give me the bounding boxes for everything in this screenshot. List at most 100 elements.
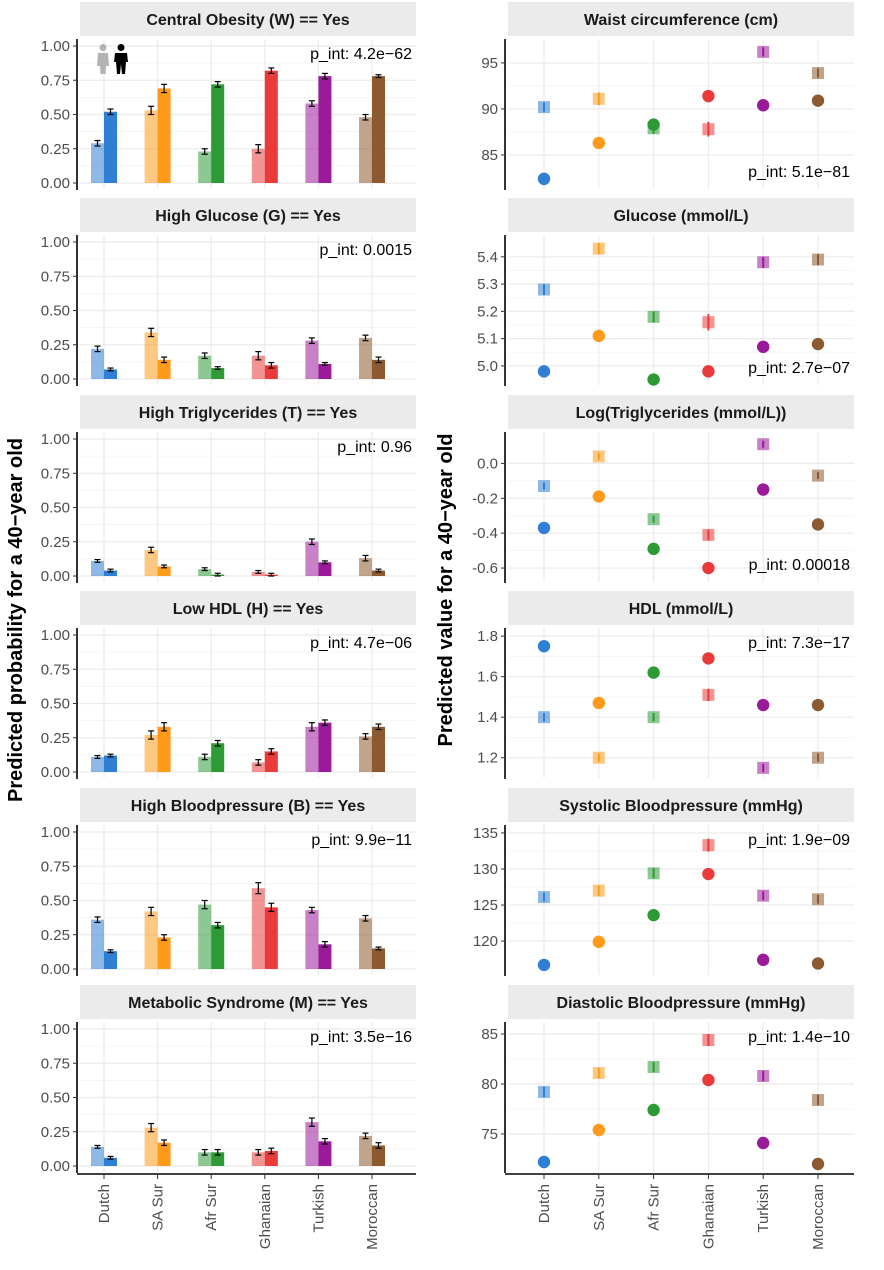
point-male-ghanaian [702, 652, 715, 665]
panel-title: Low HDL (H) == Yes [173, 601, 324, 618]
y-tick-label: 85 [481, 1026, 498, 1043]
panel-scatter-5: Diastolic Bloodpressure (mmHg) 75 80 85 p_in… [481, 985, 854, 1173]
bar-female-moroccan [359, 918, 372, 969]
point-female-sa-sur [592, 884, 605, 897]
point-female-ghanaian [702, 123, 715, 136]
y-tick-label: 0.00 [41, 764, 70, 781]
bar-female-moroccan [359, 558, 372, 576]
bar-male-turkish [318, 76, 332, 183]
y-tick-label: 0.25 [41, 534, 70, 551]
x-tick-label: Dutch [96, 1184, 113, 1223]
point-female-turkish [757, 45, 770, 58]
error-bar [255, 351, 262, 361]
error-bar [94, 558, 101, 563]
p-int-annotation: p_int: 4.2e−62 [310, 46, 412, 63]
point-male-moroccan [811, 1157, 825, 1171]
panel-title: High Bloodpressure (B) == Yes [131, 798, 366, 815]
error-bar [308, 722, 315, 732]
panel-title: HDL (mmol/L) [629, 601, 734, 618]
point-female-afr-sur [647, 513, 660, 526]
x-tick-label: Turkish [310, 1184, 327, 1233]
bar-male-afr-sur [211, 743, 225, 772]
bar-female-sa-sur [144, 110, 158, 183]
bar-female-turkish [305, 726, 319, 772]
error-bar [94, 139, 101, 147]
error-bar [201, 1148, 208, 1156]
y-tick-label: 5.0 [477, 358, 498, 375]
bar-male-afr-sur [211, 84, 225, 183]
y-tick-label: 0.75 [41, 268, 70, 285]
y-tick-label: 5.3 [477, 276, 498, 293]
point-female-ghanaian [702, 839, 715, 852]
point-female-moroccan [812, 751, 824, 764]
point-male-ghanaian [702, 89, 715, 103]
bar-female-dutch [91, 756, 104, 772]
bar-female-dutch [91, 348, 104, 379]
error-bar [201, 148, 208, 155]
error-bar [94, 345, 101, 353]
y-tick-label: 125 [473, 897, 498, 914]
error-bar [161, 83, 168, 94]
gridlines [508, 628, 854, 778]
error-bar [255, 569, 262, 574]
panel-scatter-3: HDL (mmol/L) 1.2 1.4 1.6 1.8 p_int: 7.3e−17 [477, 591, 854, 779]
point-male-moroccan [811, 698, 825, 712]
error-bar [94, 916, 101, 924]
point-male-sa-sur [592, 329, 605, 343]
point-female-turkish [757, 761, 770, 774]
point-female-turkish [757, 1070, 770, 1082]
panel-scatter-4: Systolic Bloodpressure (mmHg) 120 125 130 13… [473, 788, 854, 976]
error-bar [214, 81, 221, 88]
bar-female-sa-sur [144, 735, 158, 772]
bar-female-ghanaian [251, 571, 265, 576]
p-int-annotation: p_int: 5.1e−81 [748, 164, 850, 181]
y-tick-label: 130 [473, 861, 498, 878]
error-bar [161, 722, 168, 732]
error-bar [375, 568, 382, 573]
x-axis-left: Dutch SA Sur Afr Sur Ghanaian Turkish Morocca… [77, 1173, 416, 1250]
bar-male-dutch [104, 369, 117, 379]
point-male-ghanaian [702, 561, 715, 575]
point-female-ghanaian [702, 316, 715, 329]
x-tick-label: SA Sur [591, 1184, 608, 1231]
panel-strip [508, 985, 854, 1019]
bar-male-sa-sur [157, 88, 171, 183]
error-bar [308, 906, 315, 914]
sex-legend [97, 44, 128, 74]
point-female-turkish [757, 438, 770, 451]
panel-strip [80, 591, 416, 625]
error-bar [107, 1155, 114, 1160]
bar-male-sa-sur [157, 726, 171, 772]
y-tick-label: 1.6 [477, 669, 498, 686]
error-bar [161, 564, 168, 569]
bar-female-dutch [91, 919, 104, 969]
x-tick-label: Moroccan [364, 1184, 381, 1250]
x-tick-label: Turkish [755, 1184, 772, 1233]
error-bar [161, 356, 168, 364]
error-bar [375, 1142, 382, 1149]
bar-female-moroccan [359, 117, 372, 183]
bar-female-ghanaian [251, 888, 265, 969]
error-bar [308, 1117, 315, 1127]
panel-strip [508, 395, 854, 429]
point-male-dutch [537, 172, 551, 186]
panel-bar-1: High Glucose (G) == Yes 0.00 0.25 0.50 0.75 1… [41, 198, 416, 388]
error-bar [255, 759, 262, 766]
error-bar [148, 906, 155, 917]
p-int-annotation: p_int: 9.9e−11 [311, 832, 412, 849]
point-male-dutch [537, 365, 551, 378]
p-int-annotation: p_int: 7.3e−17 [748, 635, 850, 652]
y-tick-label: 5.2 [477, 303, 498, 320]
y-tick-label: 0.0 [477, 455, 498, 472]
panel-title: Metabolic Syndrome (M) == Yes [128, 995, 368, 1012]
panel-strip [80, 985, 416, 1019]
bar-male-moroccan [372, 726, 385, 772]
p-int-annotation: p_int: 0.00018 [749, 557, 851, 574]
bar-male-afr-sur [211, 368, 225, 379]
y-tick-label: 95 [481, 55, 498, 72]
bar-female-sa-sur [144, 1127, 158, 1166]
point-male-dutch [537, 521, 551, 535]
gridlines [508, 432, 854, 582]
y-axis-title-left: Predicted probability for a 40−year old [5, 438, 27, 802]
